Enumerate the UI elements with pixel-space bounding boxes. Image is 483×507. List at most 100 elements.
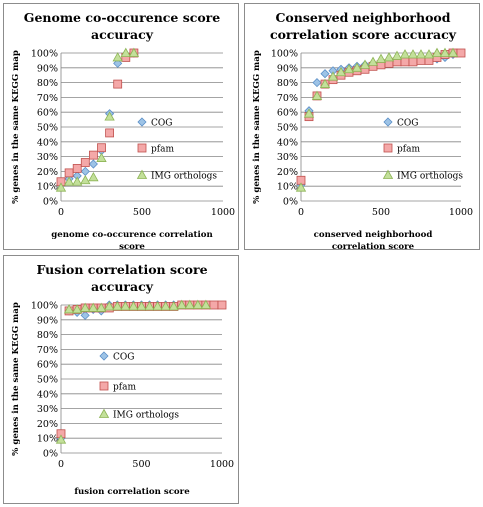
point-img-orthologs bbox=[160, 301, 171, 311]
y-tick-label: 0% bbox=[43, 197, 58, 208]
chart-title-line: Fusion correlation score bbox=[36, 262, 207, 277]
point-pfam bbox=[72, 164, 82, 173]
x-tick-label: 1000 bbox=[449, 207, 473, 218]
chart-title-line: accuracy bbox=[91, 279, 154, 294]
y-tick-label: 30% bbox=[37, 404, 58, 415]
y-axis-label: % genes in the same KEGG map bbox=[11, 302, 21, 456]
point-img-orthologs bbox=[295, 182, 307, 192]
point-pfam bbox=[456, 48, 466, 58]
legend-marker-pfam bbox=[137, 143, 147, 153]
point-img-orthologs bbox=[71, 304, 83, 314]
point-img-orthologs bbox=[192, 299, 204, 309]
y-tick-label: 80% bbox=[277, 78, 298, 89]
chart-panel-fusion: Fusion correlation score accuracy 0% 10% 20%… bbox=[3, 255, 239, 504]
y-tick-label: 100% bbox=[31, 49, 58, 60]
chart-svg: Fusion correlation score accuracy 0% 10% 20%… bbox=[11, 262, 234, 497]
point-img-orthologs bbox=[104, 111, 115, 121]
point-img-orthologs bbox=[367, 56, 379, 66]
chart-title-line: Genome co-occurence score bbox=[24, 10, 220, 25]
y-tick-label: 0% bbox=[283, 197, 298, 208]
y-axis-label: % genes in the same KEGG map bbox=[252, 50, 262, 204]
y-tick-label: 20% bbox=[37, 167, 58, 178]
y-tick-label: 40% bbox=[37, 137, 58, 148]
legend-label-pfam: pfam bbox=[151, 145, 174, 155]
legend-label-img-orthologs: IMG orthologs bbox=[113, 411, 179, 421]
point-cog bbox=[88, 159, 98, 169]
point-img-orthologs bbox=[63, 176, 75, 186]
point-cog bbox=[312, 78, 322, 88]
x-tick-label: 0 bbox=[58, 207, 64, 218]
legend-label-img-orthologs: IMG orthologs bbox=[151, 172, 217, 182]
y-tick-label: 90% bbox=[277, 63, 298, 74]
point-img-orthologs bbox=[144, 301, 155, 311]
point-img-orthologs bbox=[439, 47, 451, 57]
point-img-orthologs bbox=[335, 66, 347, 77]
legend-marker-pfam bbox=[99, 381, 109, 391]
point-img-orthologs bbox=[88, 172, 99, 182]
x-axis-label: genome co-occurence correlation bbox=[51, 230, 213, 240]
legend-label-pfam: pfam bbox=[113, 383, 136, 393]
point-img-orthologs bbox=[128, 301, 139, 311]
x-axis-label: conserved neighborhood bbox=[314, 230, 433, 240]
y-tick-label: 10% bbox=[277, 182, 298, 193]
point-img-orthologs bbox=[447, 47, 459, 57]
point-img-orthologs bbox=[399, 49, 411, 59]
y-tick-label: 20% bbox=[277, 167, 298, 178]
y-tick-label: 50% bbox=[277, 123, 298, 134]
point-img-orthologs bbox=[55, 182, 67, 192]
chart-svg: Conserved neighborhood correlation score … bbox=[252, 10, 473, 251]
chart-title-line: accuracy bbox=[91, 27, 154, 42]
y-axis-label: % genes in the same KEGG map bbox=[11, 50, 21, 204]
x-axis-label: score bbox=[119, 242, 145, 251]
point-pfam bbox=[408, 57, 418, 67]
point-img-orthologs bbox=[415, 49, 427, 59]
point-img-orthologs bbox=[383, 52, 395, 62]
y-tick-label: 90% bbox=[37, 315, 58, 326]
x-tick-label: 1000 bbox=[210, 459, 234, 470]
point-pfam bbox=[80, 158, 90, 167]
x-tick-label: 500 bbox=[132, 459, 150, 470]
y-tick-label: 40% bbox=[277, 137, 298, 148]
chart-panel-conserved-neighborhood: Conserved neighborhood correlation score … bbox=[244, 3, 480, 251]
y-tick-label: 80% bbox=[37, 330, 58, 341]
point-img-orthologs bbox=[351, 62, 363, 72]
y-tick-label: 90% bbox=[37, 63, 58, 74]
point-img-orthologs bbox=[96, 302, 107, 312]
legend-marker-img-orthologs bbox=[98, 408, 110, 418]
point-pfam bbox=[89, 150, 98, 160]
point-img-orthologs bbox=[343, 63, 355, 74]
point-pfam bbox=[105, 128, 114, 138]
point-img-orthologs bbox=[303, 108, 315, 118]
point-pfam bbox=[209, 300, 219, 310]
x-tick-label: 1000 bbox=[211, 207, 235, 218]
point-img-orthologs bbox=[168, 301, 179, 311]
x-axis-label: fusion correlation score bbox=[74, 487, 190, 497]
point-img-orthologs bbox=[72, 176, 83, 186]
legend-label-cog: COG bbox=[113, 353, 134, 363]
point-img-orthologs bbox=[104, 301, 115, 311]
y-tick-label: 20% bbox=[37, 419, 58, 430]
y-tick-label: 80% bbox=[37, 78, 58, 89]
point-img-orthologs bbox=[176, 299, 187, 309]
y-tick-label: 70% bbox=[37, 345, 58, 356]
point-img-orthologs bbox=[55, 434, 67, 444]
point-img-orthologs bbox=[120, 301, 131, 311]
point-img-orthologs bbox=[80, 174, 91, 185]
point-pfam bbox=[217, 300, 227, 310]
point-cog bbox=[320, 69, 330, 79]
point-pfam bbox=[64, 168, 74, 178]
point-img-orthologs bbox=[120, 47, 131, 57]
point-img-orthologs bbox=[63, 304, 75, 314]
point-cog bbox=[80, 310, 90, 320]
chart-svg: Genome co-occurence score accuracy 0% 10% 20… bbox=[11, 10, 235, 251]
legend-marker-img-orthologs bbox=[136, 169, 148, 179]
legend-marker-pfam bbox=[383, 143, 393, 153]
point-img-orthologs bbox=[311, 90, 323, 100]
point-cog bbox=[113, 58, 123, 68]
point-cog bbox=[80, 166, 90, 176]
point-img-orthologs bbox=[200, 299, 212, 309]
y-tick-label: 100% bbox=[31, 301, 58, 312]
point-img-orthologs bbox=[152, 301, 163, 311]
point-img-orthologs bbox=[423, 49, 435, 59]
point-img-orthologs bbox=[128, 47, 140, 57]
